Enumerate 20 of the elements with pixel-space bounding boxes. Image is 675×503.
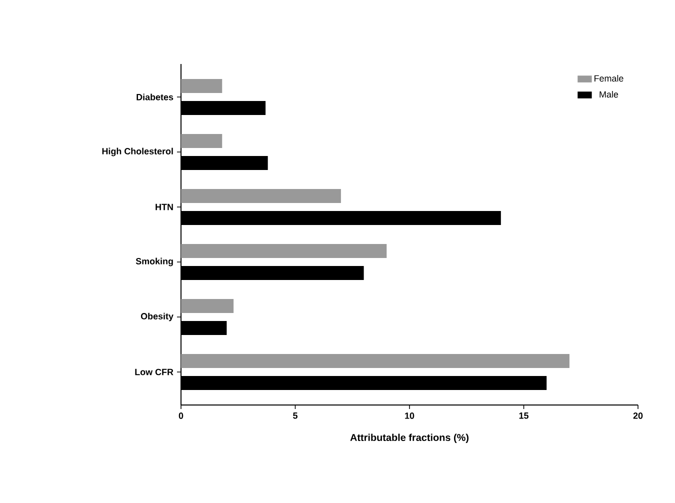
bar — [181, 189, 341, 204]
x-tick-label: 20 — [633, 412, 643, 419]
bar — [181, 134, 222, 148]
x-tick-label: 5 — [293, 412, 298, 419]
x-axis-title: Attributable fractions (%) — [350, 434, 469, 443]
y-tick-label: Diabetes — [136, 94, 174, 100]
bar — [181, 354, 570, 368]
y-tick-label: Low CFR — [135, 368, 174, 376]
legend-label: Male — [600, 90, 618, 98]
y-tick-label: HTN — [156, 204, 173, 210]
legend-label: Female — [594, 75, 624, 82]
x-tick-label: 10 — [405, 412, 414, 419]
x-tick-label: 0 — [178, 412, 184, 419]
bar — [181, 244, 387, 258]
y-tick-label: Smoking — [136, 258, 173, 266]
x-tick-label: 15 — [519, 412, 528, 419]
bar — [181, 79, 222, 94]
y-tick-label: High Cholesterol — [102, 148, 173, 156]
y-tick-label: Obesity — [140, 312, 174, 322]
bar — [181, 299, 234, 314]
